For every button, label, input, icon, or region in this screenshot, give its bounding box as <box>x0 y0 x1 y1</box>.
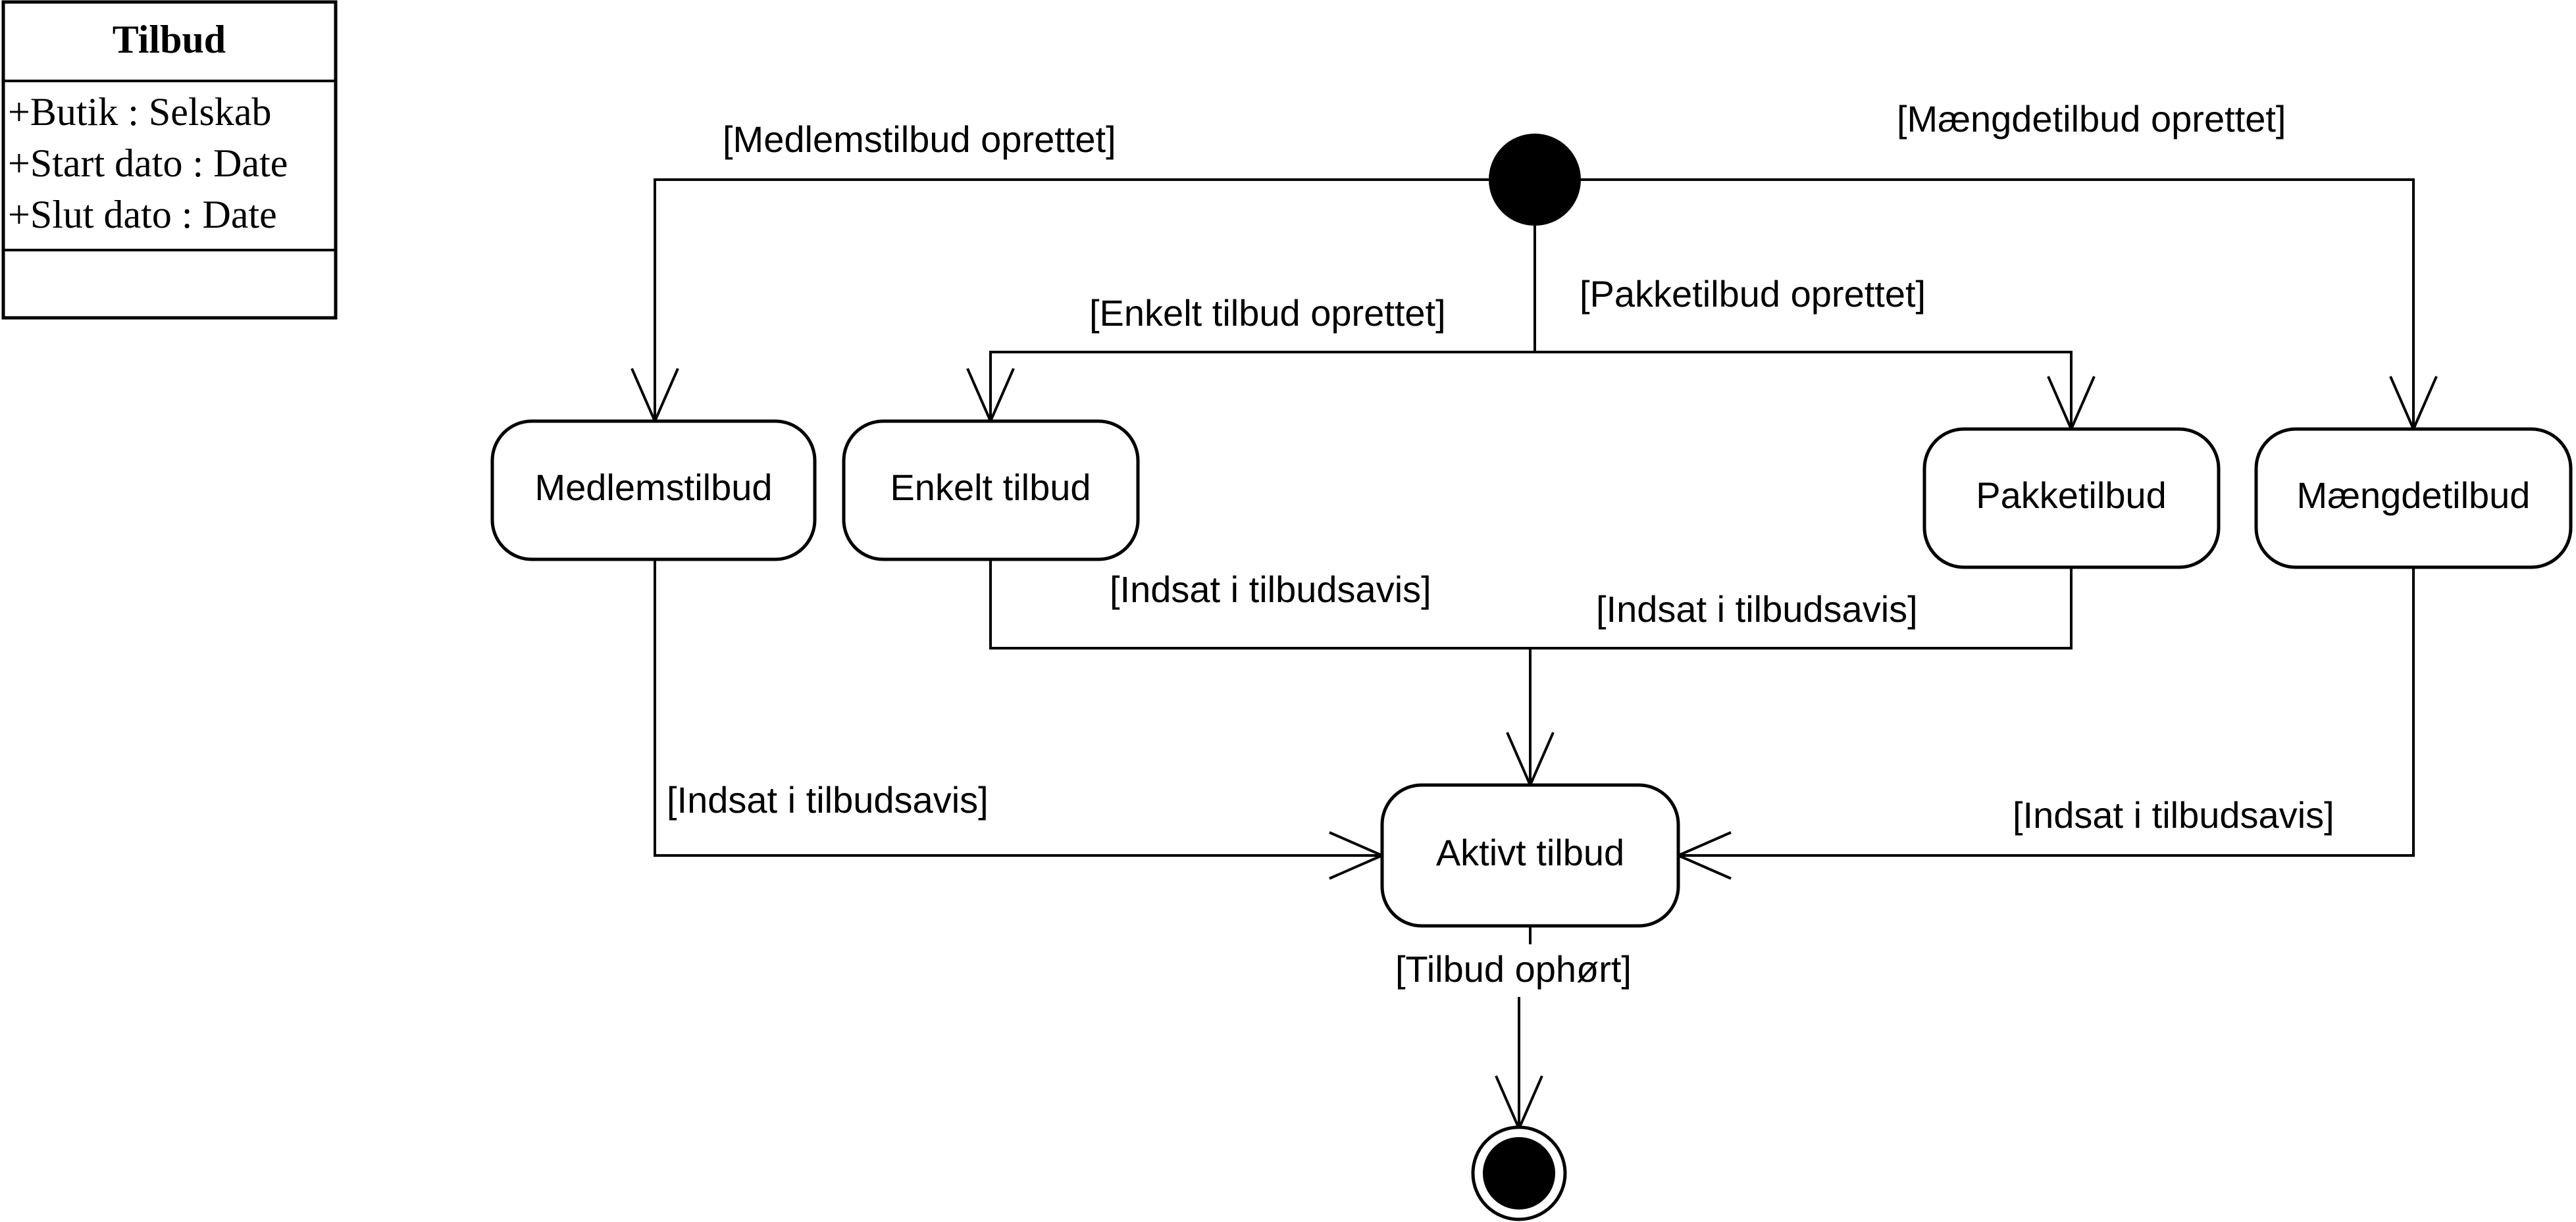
state-label-medlemstilbud: Medlemstilbud <box>534 467 772 508</box>
guard-enkelt-indsat: [Indsat i tilbudsavis] <box>1110 569 1431 610</box>
class-attribute-butik: +Butik : Selskab <box>8 90 272 134</box>
guard-medlems-indsat: [Indsat i tilbudsavis] <box>667 779 989 821</box>
transition-to-maengdetilbud <box>1581 178 2415 429</box>
guard-maengdetilbud-oprettet: [Mængdetilbud oprettet] <box>1897 98 2286 140</box>
state-maengdetilbud: Mængdetilbud <box>2254 427 2573 569</box>
transition-pakke-to-merge <box>1530 567 2073 649</box>
class-name: Tilbud <box>113 18 226 61</box>
guard-maengde-indsat: [Indsat i tilbudsavis] <box>2013 794 2334 836</box>
state-label-enkelt-tilbud: Enkelt tilbud <box>890 467 1091 508</box>
class-attribute-start-dato: +Start dato : Date <box>8 141 288 185</box>
transition-to-enkelt-tilbud <box>989 351 1535 421</box>
state-pakketilbud: Pakketilbud <box>1922 427 2221 569</box>
transition-maengde-to-aktivt <box>1678 567 2415 857</box>
class-box-frame <box>1 0 338 320</box>
state-label-aktivt-tilbud: Aktivt tilbud <box>1436 832 1624 873</box>
final-node <box>1471 1125 1567 1221</box>
guard-pakketilbud-oprettet: [Pakketilbud oprettet] <box>1580 273 1926 315</box>
transition-medlems-to-aktivt <box>654 559 1382 857</box>
guard-medlemstilbud-oprettet: [Medlemstilbud oprettet] <box>723 118 1116 160</box>
guard-pakke-indsat: [Indsat i tilbudsavis] <box>1596 588 1918 630</box>
class-tilbud: Tilbud +Butik : Selskab +Start dato : Da… <box>1 0 338 320</box>
initial-node <box>1489 134 1581 226</box>
state-label-pakketilbud: Pakketilbud <box>1976 474 2167 516</box>
class-attribute-slut-dato: +Slut dato : Date <box>8 193 277 236</box>
state-medlemstilbud: Medlemstilbud <box>490 419 817 561</box>
transition-to-pakketilbud <box>1535 351 2073 429</box>
transition-enkelt-to-merge <box>989 559 1530 649</box>
guard-enkelt-tilbud-oprettet: [Enkelt tilbud oprettet] <box>1089 292 1446 334</box>
transition-to-medlemstilbud <box>654 178 1489 421</box>
state-aktivt-tilbud: Aktivt tilbud <box>1380 783 1680 928</box>
guard-tilbud-ophoert: [Tilbud ophørt] <box>1395 948 1632 990</box>
state-label-maengdetilbud: Mængdetilbud <box>2297 474 2531 516</box>
state-enkelt-tilbud: Enkelt tilbud <box>842 419 1140 561</box>
